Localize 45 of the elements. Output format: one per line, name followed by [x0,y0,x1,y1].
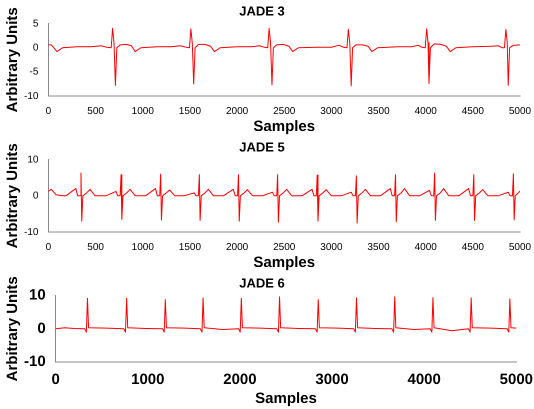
x-axis-title: Samples [253,254,316,272]
y-tick-label: 0 [32,42,39,54]
y-tick-label: -10 [24,226,39,238]
x-tick-label: 4500 [462,106,484,117]
x-tick-label: 500 [87,106,104,117]
x-tick-label: 4000 [414,242,438,253]
x-tick-label: 5000 [508,106,532,117]
chart-title: JADE 3 [239,3,285,18]
x-tick-label: 500 [87,242,104,253]
chart-title: JADE 6 [239,275,285,290]
x-tick-label: 4000 [414,106,438,117]
y-axis-title: Arbitrary Units [4,143,22,248]
y-tick-label: -10 [24,353,46,370]
x-tick-label: 2000 [226,106,249,117]
x-tick-label: 4000 [408,371,441,388]
x-tick-label: 1000 [132,242,154,253]
y-tick-label: 10 [27,154,39,166]
x-tick-label: 3000 [320,106,343,117]
x-tick-label: 3500 [367,242,390,253]
y-axis-title: Arbitrary Units [4,7,22,112]
y-tick-label: 10 [28,286,46,304]
y-tick-label: 0 [37,320,46,337]
y-tick-label: -10 [24,90,39,102]
x-tick-label: 3500 [367,106,390,117]
x-tick-label: 5000 [508,242,532,253]
x-tick-label: 2000 [226,242,249,253]
x-tick-label: 4500 [462,242,484,253]
chart-title: JADE 5 [239,139,285,154]
y-axis-title: Arbitrary Units [4,276,22,382]
x-axis-title: Samples [255,390,317,408]
x-tick-label: 3000 [315,371,349,388]
x-tick-label: 1000 [131,371,164,388]
x-tick-label: 2500 [273,106,296,117]
x-tick-label: 2000 [223,371,257,388]
x-axis-title: Samples [253,118,316,136]
y-tick-label: 0 [32,190,39,202]
x-tick-label: 1000 [132,106,154,117]
x-tick-label: 5000 [500,371,534,388]
x-tick-label: 2500 [273,242,296,253]
y-tick-label: 5 [32,18,39,30]
x-tick-label: 1500 [178,106,202,117]
x-tick-label: 3000 [320,242,343,253]
x-tick-label: 1500 [178,242,202,253]
x-tick-label: 0 [52,371,60,388]
y-tick-label: -5 [30,66,39,78]
